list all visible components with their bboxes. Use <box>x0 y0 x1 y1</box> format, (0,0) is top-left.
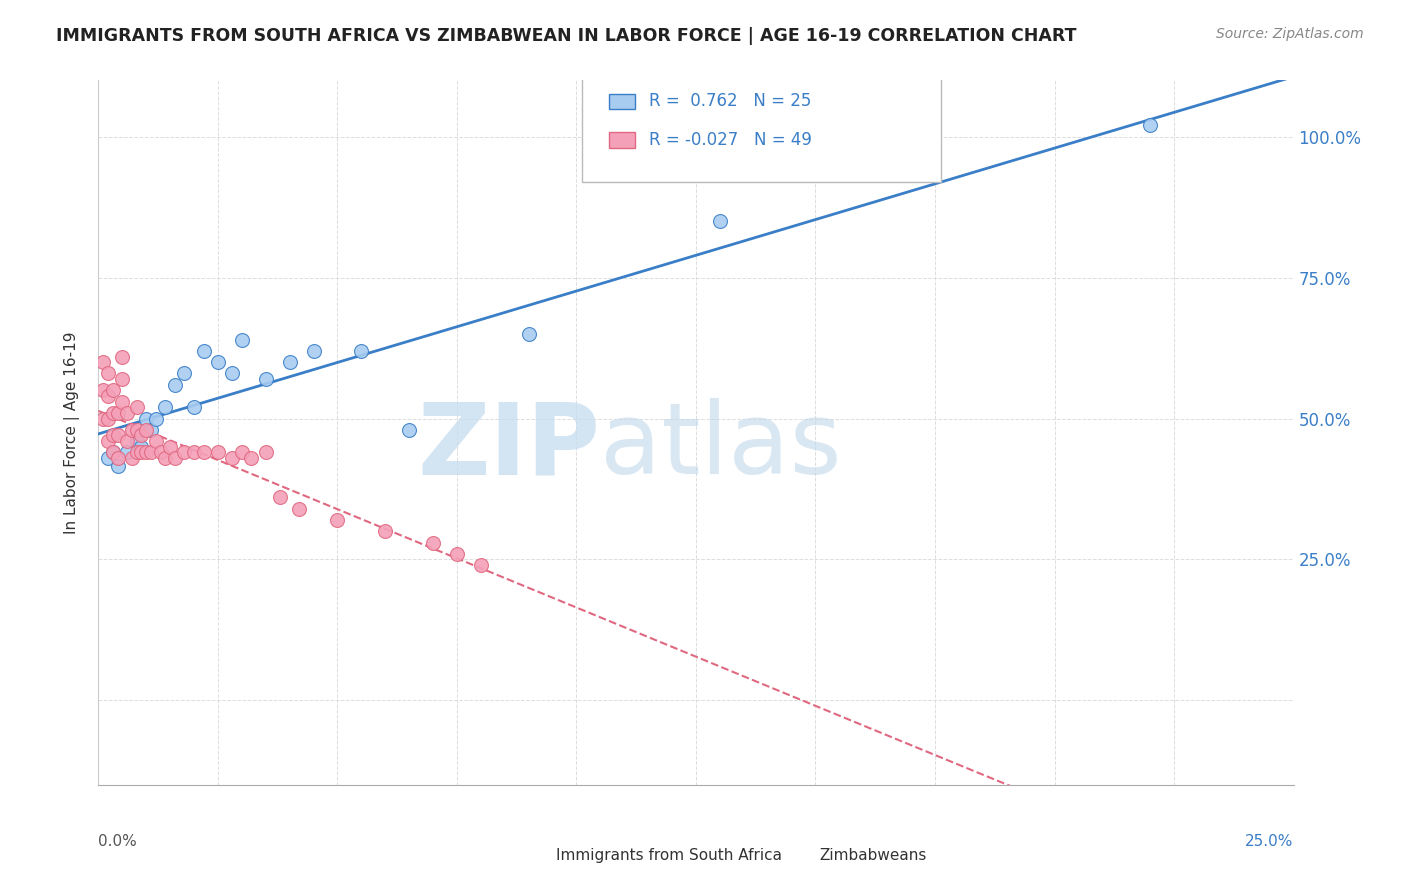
Point <box>125 423 148 437</box>
Point <box>111 372 134 386</box>
Text: 0.0%: 0.0% <box>98 834 138 849</box>
Point <box>107 450 129 465</box>
Point <box>135 411 157 425</box>
Text: atlas: atlas <box>600 398 842 495</box>
Point <box>145 434 167 448</box>
FancyBboxPatch shape <box>582 77 941 183</box>
Point <box>125 401 148 415</box>
Point <box>193 445 215 459</box>
Point <box>131 445 153 459</box>
Point <box>135 445 157 459</box>
Text: Source: ZipAtlas.com: Source: ZipAtlas.com <box>1216 27 1364 41</box>
Point <box>240 450 263 465</box>
Point <box>101 445 124 459</box>
Point <box>97 450 120 465</box>
Text: Immigrants from South Africa: Immigrants from South Africa <box>557 848 782 863</box>
Point <box>125 445 148 459</box>
Point <box>278 355 301 369</box>
Point <box>163 377 186 392</box>
Point <box>91 355 114 369</box>
Point <box>159 440 181 454</box>
Point <box>207 445 229 459</box>
Point <box>517 326 540 341</box>
Point <box>107 406 129 420</box>
Point <box>422 535 444 549</box>
Point <box>231 445 253 459</box>
Point <box>149 445 172 459</box>
Point <box>231 333 253 347</box>
FancyBboxPatch shape <box>779 848 806 863</box>
Point <box>97 434 120 448</box>
Point <box>470 558 492 573</box>
Point <box>155 450 177 465</box>
Point <box>121 423 143 437</box>
FancyBboxPatch shape <box>517 848 543 863</box>
Text: R =  0.762   N = 25: R = 0.762 N = 25 <box>650 93 811 111</box>
Point <box>97 367 120 381</box>
Point <box>1139 119 1161 133</box>
Point <box>288 501 311 516</box>
Point <box>125 434 148 448</box>
Point <box>97 411 120 425</box>
Point <box>139 423 162 437</box>
Point <box>97 389 120 403</box>
Point <box>115 434 138 448</box>
Point <box>193 343 215 358</box>
Point <box>101 428 124 442</box>
FancyBboxPatch shape <box>609 94 636 109</box>
Point <box>173 367 195 381</box>
Point <box>446 547 468 561</box>
Text: R = -0.027   N = 49: R = -0.027 N = 49 <box>650 131 813 149</box>
Point <box>221 367 243 381</box>
Point <box>115 445 138 459</box>
Text: Zimbabweans: Zimbabweans <box>820 848 927 863</box>
Text: IMMIGRANTS FROM SOUTH AFRICA VS ZIMBABWEAN IN LABOR FORCE | AGE 16-19 CORRELATIO: IMMIGRANTS FROM SOUTH AFRICA VS ZIMBABWE… <box>56 27 1077 45</box>
Point <box>221 450 243 465</box>
Point <box>254 445 277 459</box>
FancyBboxPatch shape <box>609 132 636 148</box>
Point <box>135 423 157 437</box>
Point <box>350 343 373 358</box>
Point <box>91 384 114 398</box>
Point <box>709 214 731 228</box>
Point <box>111 394 134 409</box>
Point <box>155 401 177 415</box>
Point <box>101 445 124 459</box>
Text: ZIP: ZIP <box>418 398 600 495</box>
Point <box>107 459 129 474</box>
Point <box>131 428 153 442</box>
Point <box>254 372 277 386</box>
Point <box>374 524 396 539</box>
Point <box>107 428 129 442</box>
Text: 25.0%: 25.0% <box>1246 834 1294 849</box>
Point <box>115 406 138 420</box>
Point <box>207 355 229 369</box>
Point <box>145 411 167 425</box>
Point <box>398 423 420 437</box>
Point <box>111 350 134 364</box>
Point <box>173 445 195 459</box>
Point <box>101 406 124 420</box>
Point <box>121 450 143 465</box>
Point <box>131 440 153 454</box>
Point <box>91 411 114 425</box>
Point <box>101 384 124 398</box>
Point <box>183 401 205 415</box>
Point <box>183 445 205 459</box>
Point <box>163 450 186 465</box>
Point <box>326 513 349 527</box>
Point <box>302 343 325 358</box>
Y-axis label: In Labor Force | Age 16-19: In Labor Force | Age 16-19 <box>63 331 80 534</box>
Point <box>139 445 162 459</box>
Point <box>269 491 291 505</box>
